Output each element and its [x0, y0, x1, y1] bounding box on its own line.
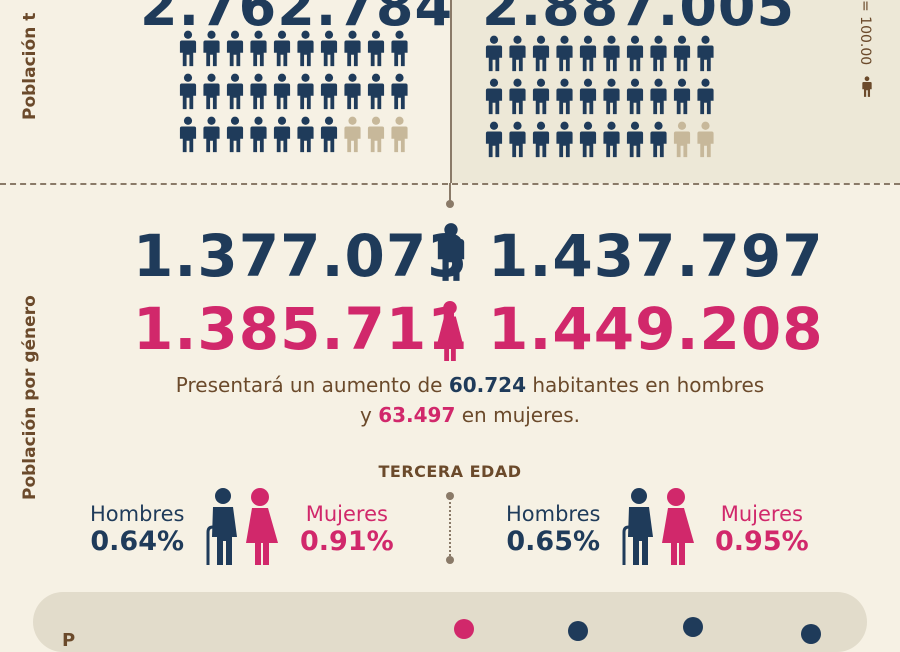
population-person-icon	[297, 31, 313, 66]
population-person-icon	[344, 31, 360, 66]
population-person-icon	[344, 117, 360, 152]
bottom-man-icon-2	[683, 617, 703, 637]
population-person-icon	[321, 31, 337, 66]
population-person-icon	[627, 79, 643, 114]
population-person-icon	[180, 31, 196, 66]
elderly-right-women: Mujeres 0.95%	[715, 502, 809, 557]
woman-icon	[433, 300, 467, 362]
population-person-icon	[203, 117, 219, 152]
elderly-couple-left-icon	[206, 488, 278, 565]
population-person-icon	[486, 122, 502, 157]
tercera-divider-dot-top	[446, 492, 454, 500]
population-person-icon	[674, 36, 690, 71]
population-person-icon	[344, 74, 360, 109]
population-person-icon	[227, 74, 243, 109]
population-person-icon	[603, 122, 619, 157]
top-divider-line	[450, 0, 452, 183]
man-icon	[434, 222, 468, 284]
elderly-left-men: Hombres 0.64%	[90, 502, 185, 557]
population-person-icon	[627, 122, 643, 157]
population-person-icon	[603, 79, 619, 114]
total-left-icon-grid	[178, 30, 418, 155]
population-person-icon	[274, 74, 290, 109]
population-person-icon	[274, 117, 290, 152]
population-person-icon	[391, 31, 407, 66]
tercera-edad-title: TERCERA EDAD	[378, 462, 522, 481]
population-person-icon	[250, 31, 266, 66]
population-person-icon	[321, 117, 337, 152]
bottom-panel-text: P	[62, 630, 76, 651]
elderly-left-women: Mujeres 0.91%	[300, 502, 394, 557]
population-person-icon	[250, 74, 266, 109]
tercera-divider	[449, 495, 451, 560]
bottom-panel	[33, 592, 867, 652]
population-person-icon	[697, 79, 713, 114]
bottom-woman-icon	[454, 619, 474, 639]
population-person-icon	[509, 79, 525, 114]
population-person-icon	[250, 117, 266, 152]
women-increase: 63.497	[378, 403, 456, 427]
population-person-icon	[391, 117, 407, 152]
population-person-icon	[650, 122, 666, 157]
population-person-icon	[580, 79, 596, 114]
total-left-value: 2.762.784	[140, 0, 454, 38]
bottom-man-icon-1	[568, 621, 588, 641]
increase-description-line2: y 63.497 en mujeres.	[360, 403, 580, 427]
population-person-icon	[297, 74, 313, 109]
population-person-icon	[533, 79, 549, 114]
total-right-icon-grid	[484, 35, 724, 160]
men-right-value: 1.437.797	[488, 222, 824, 290]
population-person-icon	[227, 31, 243, 66]
population-person-icon	[556, 36, 572, 71]
women-left-value: 1.385.711	[133, 295, 469, 363]
increase-description-line1: Presentará un aumento de 60.724 habitant…	[175, 373, 765, 397]
population-person-icon	[533, 122, 549, 157]
elderly-couple-right-icon	[622, 488, 694, 565]
population-person-icon	[180, 74, 196, 109]
population-person-icon	[627, 36, 643, 71]
total-right-value: 2.887.005	[482, 0, 796, 38]
population-person-icon	[274, 31, 290, 66]
population-person-icon	[603, 36, 619, 71]
population-person-icon	[674, 122, 690, 157]
population-person-icon	[697, 36, 713, 71]
population-person-icon	[203, 74, 219, 109]
bottom-man-icon-3	[801, 624, 821, 644]
population-person-icon	[580, 122, 596, 157]
population-person-icon	[556, 122, 572, 157]
population-person-icon	[368, 31, 384, 66]
population-person-icon	[368, 117, 384, 152]
elderly-right-men: Hombres 0.65%	[506, 502, 601, 557]
population-person-icon	[227, 117, 243, 152]
women-right-value: 1.449.208	[488, 295, 824, 363]
population-person-icon	[486, 79, 502, 114]
population-person-icon	[180, 117, 196, 152]
population-person-icon	[486, 36, 502, 71]
population-person-icon	[650, 36, 666, 71]
population-person-icon	[509, 36, 525, 71]
population-person-icon	[556, 79, 572, 114]
population-person-icon	[580, 36, 596, 71]
population-person-icon	[203, 31, 219, 66]
population-person-icon	[321, 74, 337, 109]
population-person-icon	[297, 117, 313, 152]
population-person-icon	[697, 122, 713, 157]
legend-person-icon	[858, 76, 876, 98]
divider-stem	[449, 183, 451, 203]
population-person-icon	[368, 74, 384, 109]
poblacion-genero-label: Población por género	[20, 295, 40, 500]
men-left-value: 1.377.073	[133, 222, 469, 290]
population-person-icon	[391, 74, 407, 109]
divider-dot	[446, 200, 454, 208]
tercera-divider-dot-bottom	[446, 556, 454, 564]
population-person-icon	[509, 122, 525, 157]
population-person-icon	[650, 79, 666, 114]
men-increase: 60.724	[448, 373, 527, 397]
population-person-icon	[533, 36, 549, 71]
population-person-icon	[674, 79, 690, 114]
